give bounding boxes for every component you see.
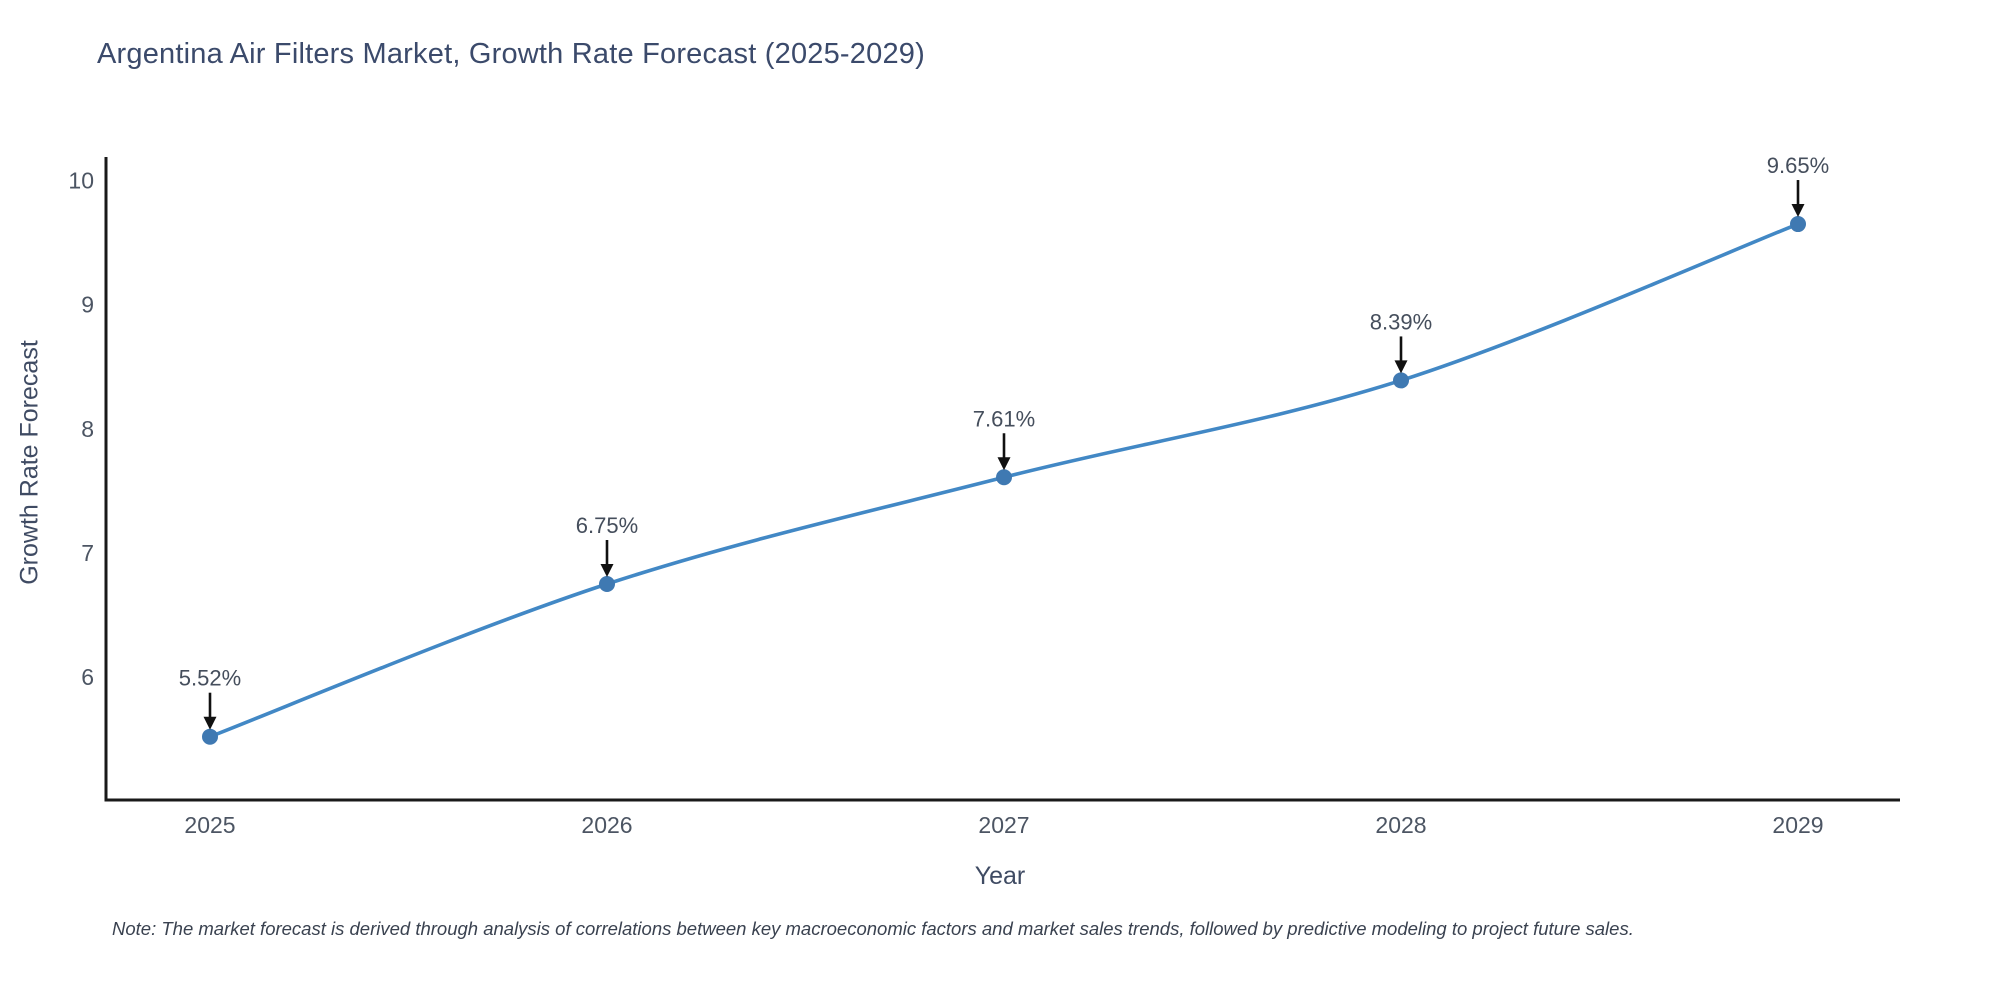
y-tick-label: 8 bbox=[81, 416, 94, 442]
y-tick-label: 9 bbox=[81, 292, 94, 318]
data-point-2028 bbox=[1393, 372, 1409, 389]
annotation-arrow-head bbox=[203, 716, 217, 730]
data-point-2026 bbox=[599, 576, 615, 593]
data-point-2027 bbox=[996, 469, 1012, 486]
chart-title: Argentina Air Filters Market, Growth Rat… bbox=[97, 38, 925, 70]
y-tick-label: 7 bbox=[81, 540, 94, 566]
point-value-label: 9.65% bbox=[1767, 153, 1829, 178]
point-value-label: 6.75% bbox=[576, 513, 638, 538]
point-value-label: 8.39% bbox=[1370, 309, 1432, 334]
data-point-2029 bbox=[1790, 216, 1806, 233]
x-tick-label: 2028 bbox=[1375, 812, 1426, 838]
annotation-arrow-head bbox=[1791, 204, 1805, 218]
y-tick-label: 6 bbox=[81, 664, 94, 690]
x-tick-label: 2029 bbox=[1772, 812, 1823, 838]
annotation-arrow-head bbox=[600, 564, 614, 578]
point-value-label: 5.52% bbox=[179, 666, 241, 691]
y-tick-label: 10 bbox=[68, 168, 94, 194]
x-tick-label: 2027 bbox=[978, 812, 1029, 838]
footnote: Note: The market forecast is derived thr… bbox=[112, 918, 1634, 939]
y-axis-title: Growth Rate Forecast bbox=[15, 340, 44, 585]
point-value-label: 7.61% bbox=[973, 406, 1035, 431]
x-tick-label: 2026 bbox=[581, 812, 632, 838]
annotation-arrow-head bbox=[997, 457, 1011, 471]
x-tick-label: 2025 bbox=[184, 812, 235, 838]
annotation-arrow-head bbox=[1394, 360, 1408, 374]
data-point-2025 bbox=[202, 728, 218, 745]
x-axis-title: Year bbox=[974, 862, 1026, 890]
